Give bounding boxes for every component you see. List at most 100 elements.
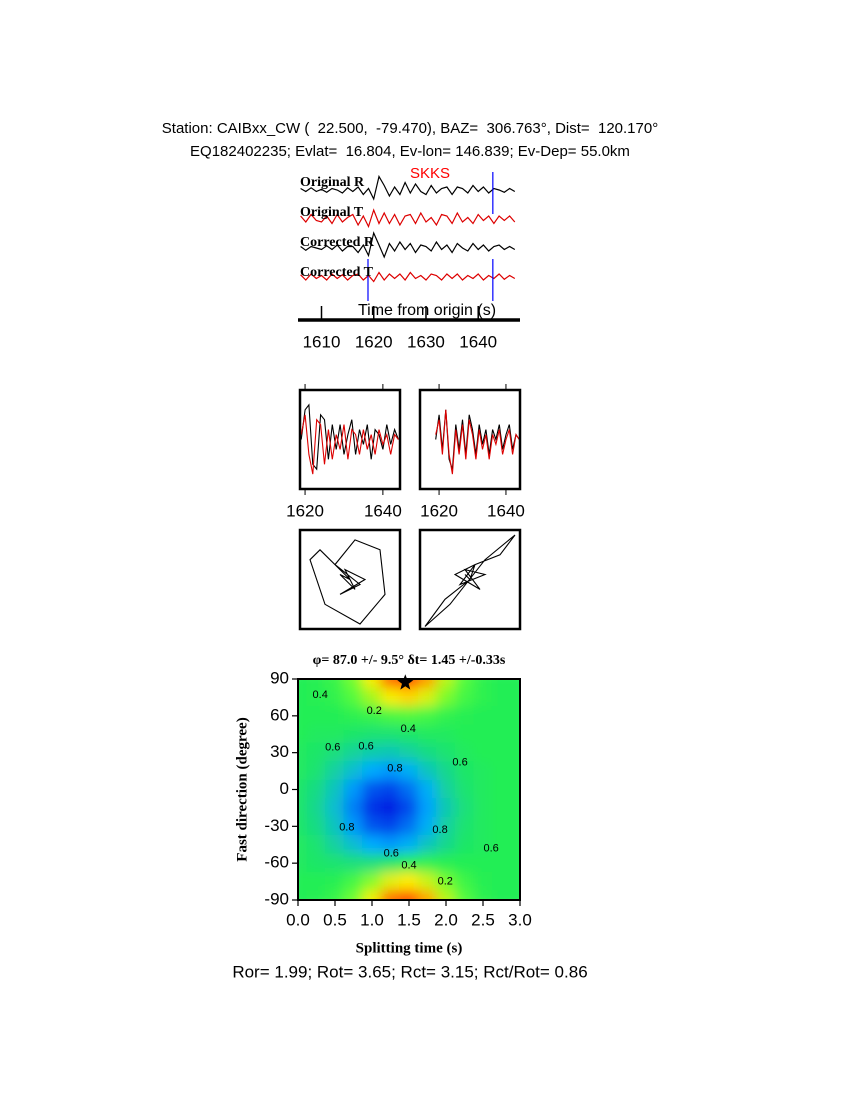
header-line: Station: CAIBxx_CW ( 22.500, -79.470), B…: [162, 120, 658, 137]
cell: [325, 853, 345, 873]
cell: [491, 853, 512, 873]
cell: [399, 724, 419, 744]
cell: [343, 835, 364, 855]
cell: [491, 816, 512, 837]
x-axis-label: Time from origin (s): [358, 302, 496, 319]
contour-label: 0.8: [387, 763, 402, 775]
cell: [399, 816, 419, 837]
cell: [298, 871, 308, 892]
contour-label: 0.6: [358, 740, 373, 752]
cell: [491, 761, 512, 781]
cell: [473, 742, 493, 763]
cell: [491, 706, 512, 726]
cell: [306, 742, 327, 763]
cell: [306, 779, 327, 800]
cell: [491, 890, 512, 900]
cell: [343, 871, 364, 892]
cell: [436, 871, 456, 892]
cell: [417, 742, 438, 763]
cell: [362, 761, 382, 781]
cell: [380, 835, 401, 855]
trace-label: Corrected T: [300, 265, 374, 280]
trace: [300, 208, 516, 229]
cell: [491, 779, 512, 800]
cell: [306, 761, 327, 781]
best-fit-star: [397, 674, 414, 690]
cell: [436, 816, 456, 837]
cell: [325, 724, 345, 744]
cell: [454, 761, 475, 781]
cell: [306, 853, 327, 873]
cell: [473, 679, 493, 689]
cell: [343, 890, 364, 900]
cell: [510, 798, 520, 818]
x-tick-label: 1630: [407, 332, 445, 351]
cell: [325, 706, 345, 726]
trace-label: Corrected R: [300, 235, 375, 250]
trace-label: Original R: [300, 175, 365, 190]
cell: [491, 687, 512, 708]
cell: [362, 679, 382, 689]
cell: [399, 742, 419, 763]
cell: [510, 761, 520, 781]
cell: [362, 798, 382, 818]
cell: [399, 835, 419, 855]
cell: [417, 761, 438, 781]
cell: [454, 779, 475, 800]
cell: [399, 890, 419, 900]
cell: [473, 779, 493, 800]
cell: [510, 679, 520, 689]
cell: [473, 724, 493, 744]
x-axis-label: Splitting time (s): [356, 940, 463, 956]
cell: [298, 706, 308, 726]
cell: [362, 835, 382, 855]
cell: [454, 742, 475, 763]
cell: [491, 871, 512, 892]
x-tick-label: 3.0: [508, 910, 532, 929]
cell: [473, 798, 493, 818]
cell: [343, 687, 364, 708]
cell: [510, 871, 520, 892]
cell: [325, 816, 345, 837]
cell: [380, 871, 401, 892]
cell: [510, 890, 520, 900]
cell: [306, 798, 327, 818]
cell: [473, 816, 493, 837]
cell: [325, 742, 345, 763]
contour-label: 0.2: [367, 705, 382, 717]
cell: [325, 890, 345, 900]
cell: [343, 706, 364, 726]
plot-area: 0.40.20.40.6 0.60.80.60.8 0.80.60.40.60.2: [298, 679, 520, 900]
cell: [306, 835, 327, 855]
cell: [362, 890, 382, 900]
cell: [436, 853, 456, 873]
y-tick-label: -30: [264, 816, 289, 835]
cell: [510, 742, 520, 763]
cell: [454, 798, 475, 818]
cell: [362, 706, 382, 726]
cell: [325, 871, 345, 892]
contour-label: 0.6: [325, 742, 340, 754]
cell: [380, 816, 401, 837]
cell: [362, 724, 382, 744]
cell: [343, 816, 364, 837]
x-tick-label: 1.0: [360, 910, 384, 929]
x-tick-label: 1610: [303, 332, 341, 351]
cell: [454, 835, 475, 855]
cell: [362, 816, 382, 837]
x-tick-label: 2.5: [471, 910, 495, 929]
footer: Ror= 1.99; Rot= 3.65; Rct= 3.15; Rct/Rot…: [232, 962, 587, 981]
frame: [298, 388, 402, 491]
cell: [399, 761, 419, 781]
cell: [417, 835, 438, 855]
traces: [300, 174, 516, 283]
waveform: [309, 539, 386, 625]
cell: [417, 816, 438, 837]
cell: [298, 724, 308, 744]
cell: [380, 890, 401, 900]
contour-label: 0.8: [339, 821, 354, 833]
cell: [436, 798, 456, 818]
x-tick-label: 2.0: [434, 910, 458, 929]
cell: [454, 687, 475, 708]
